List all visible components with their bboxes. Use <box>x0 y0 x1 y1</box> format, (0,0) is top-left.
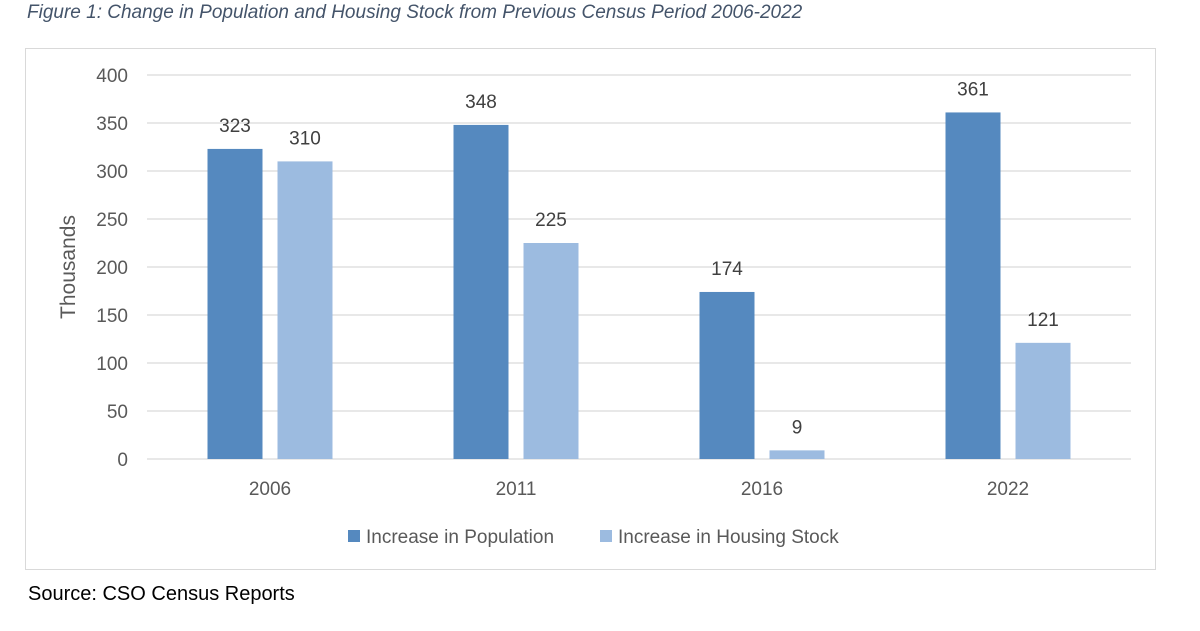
bar-value-label: 9 <box>792 417 803 438</box>
bar-housing-2016 <box>769 450 825 459</box>
y-tick-label: 300 <box>96 162 128 183</box>
y-tick-label: 0 <box>117 450 128 471</box>
bar-housing-2011 <box>523 243 579 459</box>
bar-housing-2006 <box>277 161 333 459</box>
legend: Increase in Population Increase in Housin… <box>348 527 839 548</box>
bar-value-label: 323 <box>219 116 251 137</box>
bar-value-label: 361 <box>957 79 989 100</box>
y-tick-label: 350 <box>96 114 128 135</box>
bar-value-label: 225 <box>535 210 567 231</box>
figure-caption: Figure 1: Change in Population and Housi… <box>27 2 803 23</box>
bar-value-label: 310 <box>289 128 321 149</box>
bar-housing-2022 <box>1015 342 1071 459</box>
bar-value-label: 121 <box>1027 310 1059 331</box>
bar-population-2022 <box>945 112 1001 459</box>
y-axis-label: Thousands <box>57 215 80 319</box>
y-tick-label: 50 <box>107 402 128 423</box>
x-axis-categories: 2006 2011 2016 2022 <box>249 479 1029 500</box>
legend-swatch <box>600 530 612 542</box>
y-tick-label: 150 <box>96 306 128 327</box>
x-category-label: 2006 <box>249 479 291 500</box>
y-tick-label: 400 <box>96 66 128 87</box>
x-category-label: 2016 <box>741 479 783 500</box>
y-tick-label: 250 <box>96 210 128 231</box>
bar-population-2011 <box>453 124 509 460</box>
bar-value-label: 174 <box>711 259 743 280</box>
x-category-label: 2022 <box>987 479 1029 500</box>
y-tick-label: 100 <box>96 354 128 375</box>
y-tick-label: 200 <box>96 258 128 279</box>
x-category-label: 2011 <box>496 479 537 500</box>
legend-label: Increase in Housing Stock <box>618 527 839 548</box>
chart-frame <box>25 48 1156 570</box>
legend-swatch <box>348 530 360 542</box>
bars <box>207 112 1071 460</box>
y-axis-ticks: 0 50 100 150 200 250 300 350 400 <box>96 66 128 471</box>
bar-value-labels: 323 310 348 225 174 9 361 121 <box>219 79 1059 438</box>
bar-value-label: 348 <box>465 92 497 113</box>
source-note: Source: CSO Census Reports <box>28 583 295 605</box>
bar-population-2016 <box>699 291 755 459</box>
bar-population-2006 <box>207 148 263 460</box>
legend-label: Increase in Population <box>366 527 554 548</box>
